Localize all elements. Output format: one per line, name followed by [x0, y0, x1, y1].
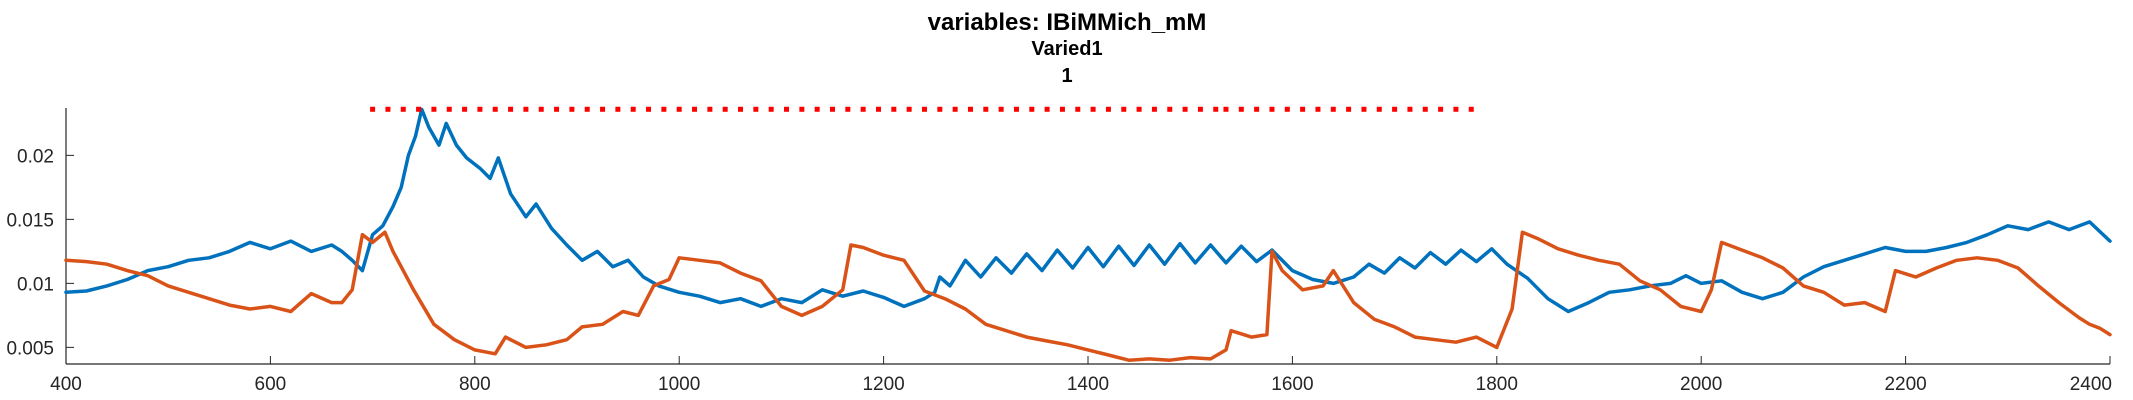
x-tick-label: 2000 — [1680, 374, 1722, 395]
marker-dot — [1376, 106, 1382, 112]
x-tick-label: 1800 — [1476, 374, 1518, 395]
marker-dot — [385, 106, 391, 112]
y-tick-label: 0.005 — [6, 338, 54, 359]
marker-dot — [830, 106, 835, 112]
marker-dot — [768, 106, 774, 112]
marker-dot — [1213, 106, 1219, 112]
marker-dot — [477, 106, 483, 112]
y-tick-label: 0.015 — [6, 210, 54, 231]
marker-dot — [508, 106, 514, 112]
marker-dot — [1151, 106, 1157, 112]
marker-dot — [1392, 106, 1398, 112]
marker-dot — [814, 106, 820, 112]
marker-dot — [462, 106, 468, 112]
marker-dot — [646, 106, 652, 112]
marker-dot — [1182, 106, 1188, 112]
marker-dot — [370, 106, 376, 112]
marker-dot — [1121, 106, 1127, 112]
marker-dot — [1075, 106, 1081, 112]
marker-dot — [661, 106, 667, 112]
series-line-2 — [64, 230, 2112, 362]
marker-dot — [1330, 106, 1336, 112]
chart-title-line-3: 1 — [1061, 65, 1072, 87]
marker-dot — [1013, 106, 1019, 112]
marker-dot — [1254, 106, 1260, 112]
plot-area — [64, 106, 2112, 362]
marker-dot — [1167, 106, 1173, 112]
marker-dot — [1422, 106, 1428, 112]
marker-dot — [630, 106, 636, 112]
marker-dot — [446, 106, 452, 112]
marker-dot — [1029, 106, 1035, 112]
marker-dot — [1284, 106, 1290, 112]
marker-dot — [875, 106, 881, 112]
marker-dot — [1044, 106, 1050, 112]
x-tick-label: 1000 — [658, 374, 700, 395]
marker-dot — [1468, 106, 1474, 112]
marker-dot — [753, 106, 759, 112]
marker-dot — [1059, 106, 1065, 112]
marker-dot — [1136, 106, 1142, 112]
marker-dot — [569, 106, 575, 112]
marker-dot — [937, 106, 943, 112]
marker-dot — [1453, 106, 1459, 112]
marker-dot — [615, 106, 621, 112]
axes: 400 600 800 1000 1200 1400 1600 1800 2000 2200 240… — [6, 108, 2112, 395]
marker-dot — [983, 106, 989, 112]
marker-dot — [1300, 106, 1306, 112]
x-tick-label: 2200 — [1884, 374, 1926, 395]
marker-dot — [584, 106, 590, 112]
marker-dot — [921, 106, 927, 112]
marker-dot — [784, 106, 790, 112]
y-tick-label: 0.01 — [17, 274, 54, 295]
x-tick-label: 400 — [50, 374, 82, 395]
x-tick-label: 1400 — [1067, 374, 1109, 395]
chart-title-line-2: Varied1 — [1031, 38, 1102, 60]
chart-title-line-1: variables: IBiMMich_mM — [928, 9, 1207, 36]
x-tick-label: 800 — [459, 374, 491, 395]
marker-dot — [799, 106, 805, 112]
series-line-1 — [64, 107, 2112, 314]
marker-dot — [722, 106, 728, 112]
marker-dot — [1197, 106, 1203, 112]
chart-title: variables: IBiMMich_mM Varied1 1 — [928, 9, 1207, 87]
marker-dot — [523, 106, 529, 112]
marker-dot — [1315, 106, 1321, 112]
marker-dot — [860, 106, 866, 112]
marker-dot — [998, 106, 1004, 112]
marker-dot — [1361, 106, 1367, 112]
marker-dot — [1407, 106, 1413, 112]
marker-dot — [400, 106, 406, 112]
marker-dot — [692, 106, 698, 112]
marker-dot — [554, 106, 560, 112]
y-tick-label: 0.02 — [17, 146, 54, 167]
marker-dot — [431, 106, 437, 112]
marker-dot — [738, 106, 744, 112]
x-tick-label: 600 — [255, 374, 287, 395]
marker-dot — [492, 106, 498, 112]
marker-dot — [891, 106, 897, 112]
marker-dot — [1105, 106, 1111, 112]
x-tick-label: 2400 — [2070, 374, 2112, 395]
marker-dot — [1238, 106, 1244, 112]
marker-dot — [600, 106, 606, 112]
marker-dot — [707, 106, 713, 112]
marker-dot — [1346, 106, 1352, 112]
x-tick-label: 1200 — [862, 374, 904, 395]
marker-dot — [1090, 106, 1096, 112]
marker-dot — [538, 106, 544, 112]
marker-dot — [906, 106, 912, 112]
marker-dot — [967, 106, 973, 112]
x-tick-label: 1600 — [1271, 374, 1313, 395]
marker-dot — [1223, 106, 1229, 112]
marker-dot — [1438, 106, 1444, 112]
marker-dot — [416, 106, 422, 112]
marker-dot — [676, 106, 682, 112]
marker-dot — [845, 106, 851, 112]
marker-dot — [1269, 106, 1275, 112]
marker-dot — [952, 106, 958, 112]
